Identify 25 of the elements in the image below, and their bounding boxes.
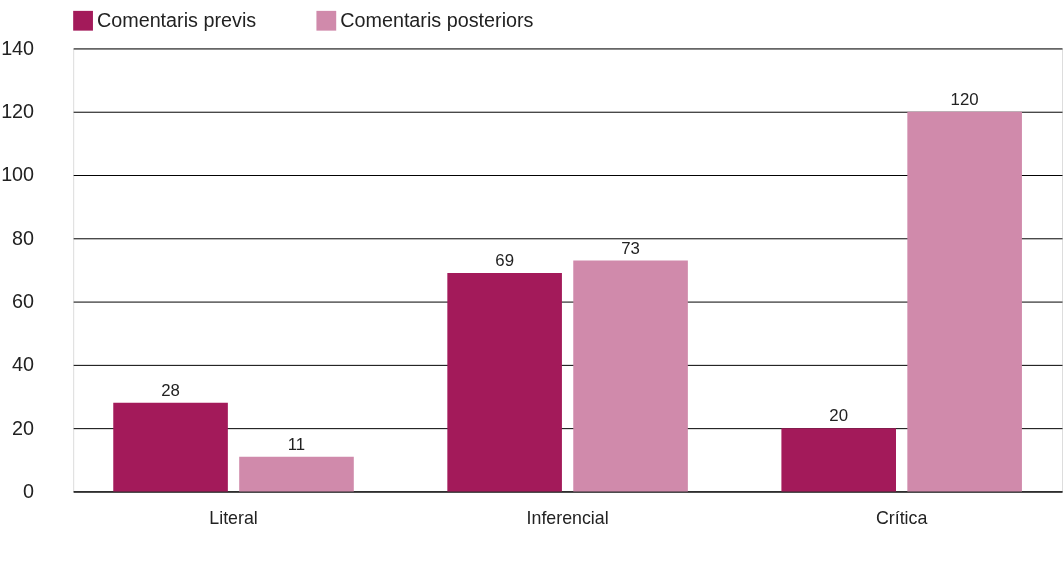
y-tick-label: 60 — [12, 290, 35, 313]
bar — [573, 260, 688, 492]
x-tick-label: Literal — [209, 507, 258, 528]
data-label: 20 — [829, 406, 849, 426]
y-tick-label: 140 — [1, 36, 35, 59]
data-label: 69 — [495, 251, 514, 271]
legend-label: Comentaris previs — [96, 8, 257, 31]
y-tick-label: 80 — [12, 226, 35, 249]
x-tick-label: Crítica — [875, 507, 928, 528]
data-label: 120 — [950, 89, 979, 109]
bar — [447, 273, 562, 492]
y-tick-label: 120 — [1, 100, 35, 123]
data-label: 73 — [621, 238, 640, 258]
y-tick-label: 100 — [1, 163, 35, 186]
bar — [113, 402, 228, 492]
data-label: 11 — [287, 434, 306, 454]
bar — [781, 428, 896, 492]
x-tick-label: Inferencial — [526, 507, 609, 528]
legend-label: Comentaris posteriors — [340, 8, 534, 31]
data-label: 28 — [161, 380, 180, 400]
bar — [239, 456, 354, 492]
y-tick-label: 20 — [12, 416, 35, 439]
y-tick-label: 0 — [23, 479, 35, 502]
bar — [907, 111, 1022, 492]
y-tick-label: 40 — [12, 353, 35, 376]
